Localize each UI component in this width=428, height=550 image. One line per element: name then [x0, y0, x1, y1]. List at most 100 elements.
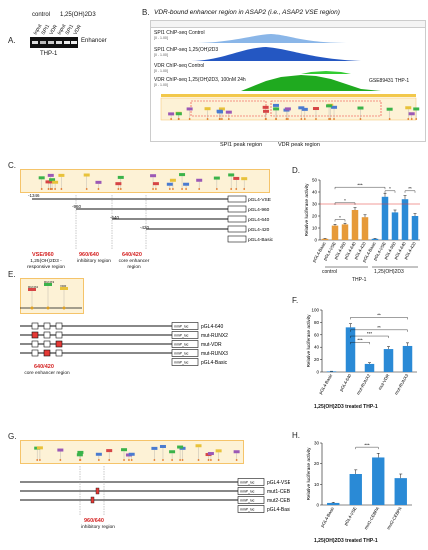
spi1-treated-signal — [191, 47, 361, 61]
motif-box — [151, 446, 158, 450]
group-treat-label: 1,25(OH)2D3 — [60, 12, 96, 18]
panel-d: D. 0 10 20 30 40 50 Relative luciferase activi… — [290, 160, 428, 285]
motif-site — [359, 118, 362, 120]
panel-b-label: B. — [142, 8, 150, 17]
region-label-spi1: SPI1 peak region — [220, 142, 263, 148]
sig-label: *** — [364, 442, 370, 447]
lane-label: VDR — [73, 24, 84, 36]
luc-box — [237, 505, 265, 513]
construct-label: pGL4-Basic — [248, 237, 274, 243]
motif-site — [265, 118, 267, 120]
motif-box — [117, 175, 124, 179]
bar — [371, 238, 379, 240]
panel-b-title: VDR-bound enhancer region in ASAP2 (i.e.… — [154, 9, 340, 16]
motif-site — [198, 188, 201, 190]
luc-box — [237, 487, 265, 495]
region-desc: core enhancer region — [118, 259, 150, 270]
motif-site — [388, 118, 391, 120]
motif-site — [162, 459, 164, 461]
motif-box — [225, 110, 232, 114]
bar — [331, 225, 339, 240]
region-desc: inhibitory region — [77, 259, 111, 264]
motif-site — [286, 118, 289, 120]
bar — [381, 196, 389, 240]
motif-box — [177, 445, 184, 449]
panel-a-label: A. — [8, 36, 16, 45]
luc-box — [171, 358, 199, 366]
motif-box — [262, 105, 269, 109]
motif-box — [179, 173, 186, 177]
lane-label: VDR — [49, 24, 60, 36]
region-name: 960/640 — [84, 518, 104, 524]
motif-box — [207, 452, 214, 456]
motif-site — [40, 188, 43, 190]
coord-label: -420 — [140, 225, 150, 230]
motif-site — [30, 306, 34, 310]
panel-c: C. pGL4-VSE pGL4-960 pGL4-640 pGL4-420 pGL4-… — [0, 155, 280, 285]
binding-site — [55, 331, 63, 339]
motif-site — [130, 459, 133, 461]
y-tick-label: 20 — [314, 357, 320, 362]
scale-label: [0 - 1.00] — [154, 53, 168, 57]
x-tick-label: mut1-CEBPA — [363, 506, 380, 530]
motif-box — [152, 182, 159, 186]
motif-site — [152, 188, 154, 190]
mutated-site — [55, 340, 63, 348]
motif-site — [49, 188, 52, 190]
motif-box — [195, 444, 202, 448]
promoter-label: minP_luc — [174, 343, 189, 347]
lane-label: SPI1 — [41, 23, 52, 36]
motif-site — [168, 188, 171, 190]
motif-site — [315, 118, 317, 120]
bar — [411, 216, 419, 240]
motif-site — [285, 118, 288, 120]
binding-site — [43, 331, 51, 339]
y-tick-label: 0 — [314, 238, 317, 243]
y-axis-label: Relative luciferase activity — [304, 183, 309, 237]
motif-box — [47, 173, 54, 177]
y-tick-label: 50 — [312, 178, 318, 183]
gel-band — [64, 41, 70, 44]
y-tick-label: 40 — [312, 190, 318, 195]
motif-box — [168, 112, 175, 116]
motif-box — [233, 450, 240, 454]
motif-box — [284, 107, 291, 111]
motif-box — [95, 452, 102, 456]
motif-box — [183, 182, 190, 186]
luc-box — [227, 215, 247, 223]
promoter-label: minP_luc — [240, 481, 255, 485]
motif-box — [95, 180, 102, 184]
motif-box — [298, 106, 305, 110]
motif-box — [218, 107, 225, 111]
lane-label: Input — [33, 23, 44, 36]
gel-band — [56, 41, 62, 44]
motif-box — [215, 449, 222, 453]
motif-box — [115, 182, 122, 186]
motif-box — [357, 106, 364, 110]
motif-box — [386, 107, 393, 111]
motif-site — [235, 188, 238, 190]
construct-label: pGL4-420 — [248, 227, 270, 233]
cell-label: THP-1 — [352, 277, 367, 283]
panel-d-label: D. — [292, 166, 300, 175]
bar — [327, 502, 340, 505]
motif-site — [303, 118, 306, 120]
motif-site — [235, 459, 238, 461]
motif-site — [155, 188, 157, 190]
box-label: RUNX2 — [28, 285, 39, 289]
luc-box — [171, 340, 199, 348]
dataset-label: GSE89431 THP-1 — [369, 78, 410, 84]
construct-label: pGL4-640 — [248, 217, 270, 223]
motif-site — [62, 306, 66, 310]
panel-g: G. minP_lucpGL4-VSEminP_lucmut1-CEBPAmin… — [0, 420, 290, 550]
construct-label: pGL4-640 — [201, 324, 223, 330]
promoter-label: minP_luc — [174, 361, 189, 365]
x-tick-label: mut2-CEBPA — [386, 506, 403, 530]
gel-band — [48, 41, 54, 44]
promoter-label: minP_luc — [174, 352, 189, 356]
mutated-site — [31, 331, 39, 339]
y-tick-label: 0 — [316, 370, 319, 375]
track-label: SPI1 ChIP-seq Control — [154, 30, 205, 36]
